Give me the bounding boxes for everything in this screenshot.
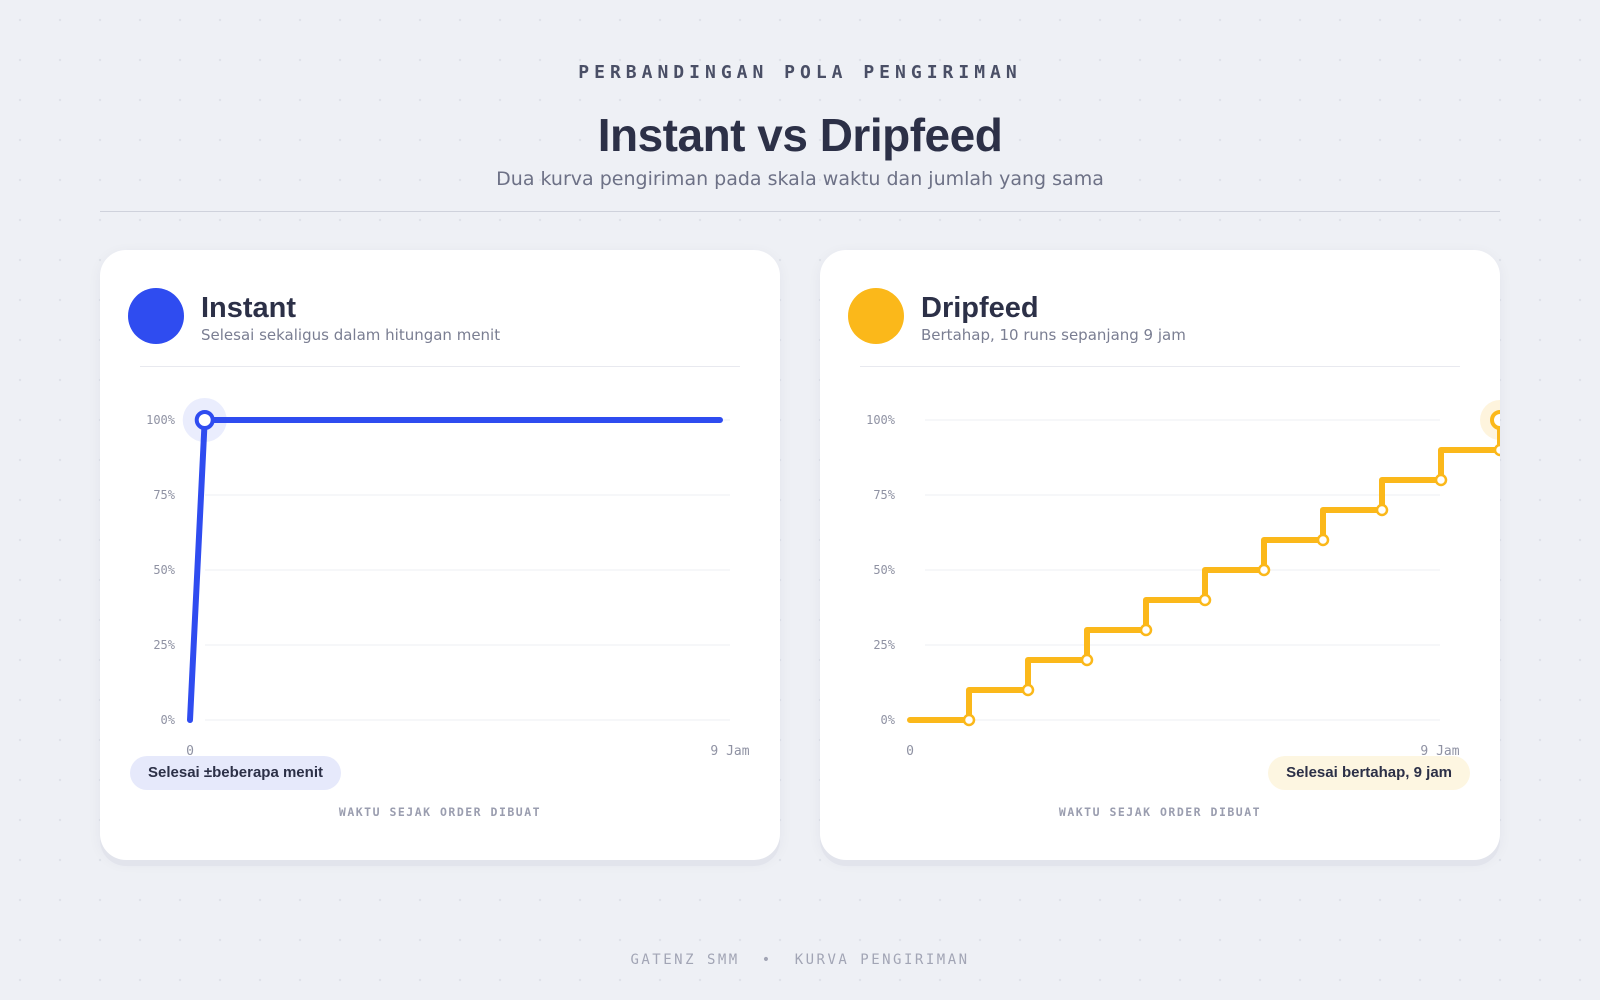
dripfeed-x-axis-caption: WAKTU SEJAK ORDER DIBUAT: [1058, 805, 1262, 819]
dripfeed-y-tick-label: 0%: [881, 713, 896, 727]
dripfeed-y-tick-label: 100%: [866, 413, 896, 427]
dripfeed-run-point: [1375, 503, 1389, 517]
instant-card-divider: [140, 366, 740, 367]
dripfeed-completion-badge: Selesai bertahap, 9 jam: [1268, 756, 1470, 790]
dripfeed-card-title: Dripfeed: [921, 292, 1039, 324]
instant-y-tick-label: 0%: [161, 713, 176, 727]
instant-x-axis-caption: WAKTU SEJAK ORDER DIBUAT: [338, 805, 542, 819]
dripfeed-color-dot: [848, 288, 904, 344]
instant-y-tick-label: 25%: [153, 638, 175, 652]
footer-brand: GATENZ SMM: [630, 952, 740, 968]
instant-card: Instant Selesai sekaligus dalam hitungan…: [100, 250, 780, 860]
instant-x-tick-label: 9 Jam: [710, 744, 749, 759]
dripfeed-run-point: [1493, 443, 1500, 457]
page-subtitle: Dua kurva pengiriman pada skala waktu da…: [496, 168, 1104, 190]
instant-x-tick-label: 0: [186, 744, 194, 759]
dripfeed-run-point: [1198, 593, 1212, 607]
instant-data-point: [194, 410, 215, 430]
dripfeed-run-point: [1080, 653, 1094, 667]
header-divider: [100, 211, 1500, 212]
dripfeed-series-line: [907, 417, 1500, 723]
dripfeed-y-tick-label: 25%: [873, 638, 895, 652]
instant-card-title: Instant: [201, 292, 297, 324]
dripfeed-chart: 0% 25% 50% 75% 100% 0 9 Jam: [866, 400, 1500, 759]
dripfeed-card-divider: [860, 366, 1460, 367]
instant-y-tick-label: 75%: [153, 488, 175, 502]
dripfeed-run-point: [1316, 533, 1330, 547]
dripfeed-card: Dripfeed Bertahap, 10 runs sepanjang 9 j…: [820, 250, 1500, 860]
dripfeed-run-point: [1021, 683, 1035, 697]
dripfeed-y-tick-label: 50%: [873, 563, 895, 577]
instant-chart: 0% 25% 50% 75% 100% 0 9 Jam: [146, 398, 750, 759]
instant-completion-badge: Selesai ±beberapa menit: [130, 756, 341, 790]
page-eyebrow: PERBANDINGAN POLA PENGIRIMAN: [578, 62, 1022, 83]
dripfeed-data-point: [1490, 410, 1500, 430]
dripfeed-run-point: [1139, 623, 1153, 637]
instant-card-description: Selesai sekaligus dalam hitungan menit: [201, 326, 501, 344]
page-title: Instant vs Dripfeed: [597, 109, 1003, 161]
dripfeed-card-description: Bertahap, 10 runs sepanjang 9 jam: [921, 326, 1186, 344]
footer-label: KURVA PENGIRIMAN: [794, 952, 970, 968]
dripfeed-run-point: [1257, 563, 1271, 577]
dripfeed-x-tick-label: 0: [906, 744, 914, 759]
dripfeed-y-tick-label: 75%: [873, 488, 895, 502]
dripfeed-x-tick-label: 9 Jam: [1420, 744, 1459, 759]
dripfeed-run-point: [1434, 473, 1448, 487]
instant-y-tick-label: 100%: [146, 413, 176, 427]
footer-separator: •: [761, 952, 773, 968]
dripfeed-run-point: [962, 713, 976, 727]
instant-color-dot: [128, 288, 184, 344]
instant-y-tick-label: 50%: [153, 563, 175, 577]
footer: GATENZ SMM • KURVA PENGIRIMAN: [0, 952, 1600, 968]
